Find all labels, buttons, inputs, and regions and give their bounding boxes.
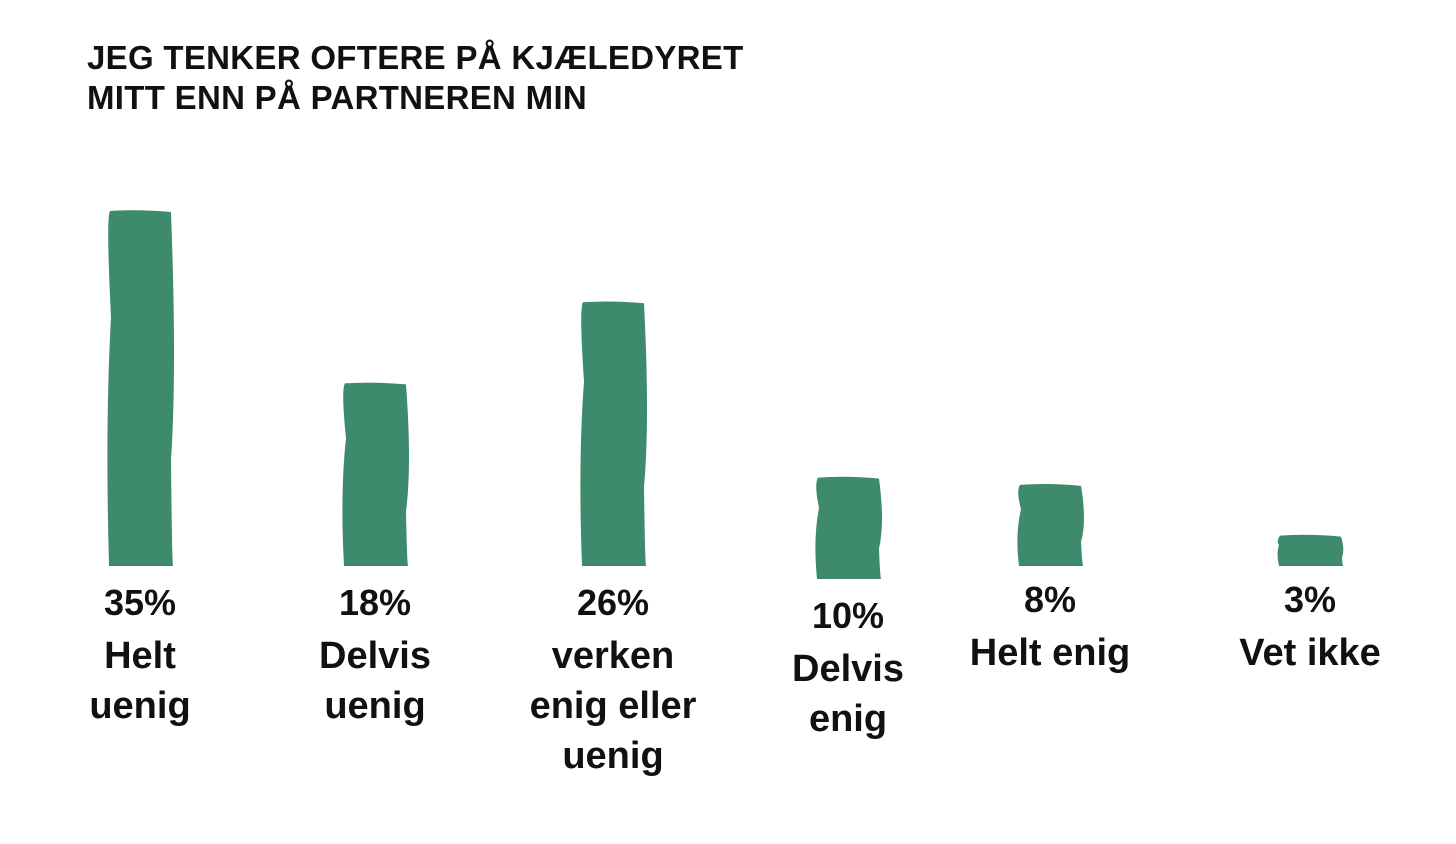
category-label: Delvis bbox=[792, 648, 904, 690]
chart-title-line-1: JEG TENKER OFTERE PÅ KJÆLEDYRET bbox=[87, 39, 744, 76]
category-label: uenig bbox=[89, 685, 191, 727]
category-label: enig bbox=[808, 698, 888, 740]
bar-3 bbox=[580, 301, 647, 566]
value-label: 3% bbox=[1283, 579, 1337, 620]
category-label: Helt enig bbox=[969, 632, 1131, 674]
bar-label-2: 18% Delvis uenig bbox=[319, 583, 431, 731]
category-label: uenig bbox=[324, 685, 426, 727]
bar-label-4: 10% Delvis enig bbox=[792, 596, 904, 744]
bar-6 bbox=[1277, 534, 1344, 566]
bar-2 bbox=[342, 382, 409, 566]
bar-label-1: 35% Helt uenig bbox=[89, 583, 190, 731]
bar-1 bbox=[107, 210, 174, 566]
value-label: 10% bbox=[811, 595, 885, 636]
value-label: 8% bbox=[1023, 579, 1077, 620]
value-label: 18% bbox=[338, 582, 412, 623]
chart-title-line-2: MITT ENN PÅ PARTNEREN MIN bbox=[87, 79, 588, 116]
category-label: Vet ikke bbox=[1239, 632, 1381, 674]
bar-label-5: 8% Helt enig bbox=[970, 580, 1130, 678]
category-label: Delvis bbox=[319, 635, 431, 677]
bar-label-3: 26% verken enig eller uenig bbox=[530, 583, 697, 781]
value-label: 26% bbox=[576, 582, 650, 623]
bar-4 bbox=[815, 476, 882, 579]
value-label: 35% bbox=[103, 582, 177, 623]
bar-5 bbox=[1017, 484, 1084, 566]
category-label: enig eller bbox=[529, 685, 697, 727]
chart-title: JEG TENKER OFTERE PÅ KJÆLEDYRET MITT ENN… bbox=[87, 38, 744, 118]
category-label: uenig bbox=[562, 735, 664, 777]
category-label: verken bbox=[551, 635, 675, 677]
category-label: Helt bbox=[104, 635, 176, 677]
bar-label-6: 3% Vet ikke bbox=[1239, 580, 1381, 678]
